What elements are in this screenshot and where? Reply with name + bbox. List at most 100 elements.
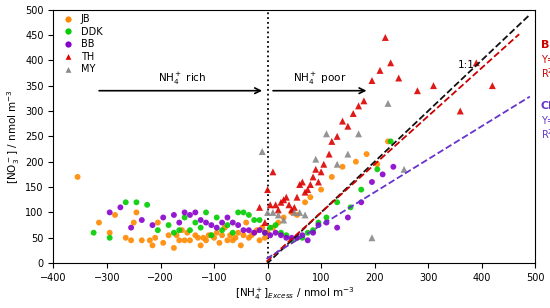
Point (279, 217, 288, 222)
Point (373, 167, 382, 172)
Text: R$^2$=0.70: R$^2$=0.70 (541, 127, 550, 141)
Point (357, 187, 366, 192)
Point (111, 213, 119, 217)
Point (145, 238, 154, 243)
Point (271, 230, 280, 235)
Point (239, 233, 248, 238)
Point (194, 235, 202, 240)
Point (175, 220, 184, 225)
Point (244, 228, 253, 233)
Point (266, 225, 274, 230)
Point (183, 230, 192, 235)
Point (250, 230, 258, 235)
Point (234, 230, 243, 235)
Point (274, 213, 283, 217)
Point (191, 210, 200, 215)
Point (293, 213, 301, 217)
Y-axis label: [NO$_3^-$] / nmol m$^{-3}$: [NO$_3^-$] / nmol m$^{-3}$ (6, 89, 23, 184)
Point (185, 228, 194, 233)
Point (324, 152, 333, 156)
Point (320, 162, 328, 167)
Text: 1:1: 1:1 (458, 60, 475, 70)
Point (207, 223, 216, 228)
Point (250, 217, 258, 222)
Point (255, 238, 264, 243)
Point (303, 187, 312, 192)
Point (207, 233, 216, 238)
Point (290, 205, 299, 210)
Point (343, 124, 352, 129)
Point (333, 200, 342, 205)
Point (277, 200, 285, 205)
Point (143, 202, 152, 207)
Point (255, 205, 264, 210)
Point (239, 210, 248, 215)
Point (223, 215, 232, 220)
Point (226, 233, 234, 238)
Point (314, 220, 323, 225)
Point (303, 230, 312, 235)
Point (386, 139, 395, 144)
Point (218, 228, 227, 233)
Point (346, 205, 355, 210)
Point (268, 210, 277, 215)
Point (279, 197, 288, 202)
Point (282, 235, 291, 240)
Point (151, 235, 160, 240)
Point (362, 152, 371, 156)
Point (175, 238, 184, 243)
Point (263, 210, 272, 215)
Point (271, 223, 280, 228)
Point (266, 233, 274, 238)
Point (191, 233, 200, 238)
Point (488, 83, 497, 88)
Point (303, 238, 312, 243)
Point (132, 200, 141, 205)
Point (138, 238, 146, 243)
Point (261, 235, 270, 240)
Point (159, 215, 168, 220)
Point (322, 215, 331, 220)
Point (138, 217, 146, 222)
Point (191, 220, 200, 225)
Point (343, 152, 352, 156)
Point (413, 88, 422, 93)
Point (228, 230, 237, 235)
Point (456, 108, 465, 113)
Point (172, 233, 181, 238)
Point (266, 202, 274, 207)
Point (221, 225, 229, 230)
Point (202, 210, 211, 215)
Point (261, 230, 270, 235)
Point (122, 200, 130, 205)
Point (212, 225, 221, 230)
Point (242, 220, 251, 225)
Text: Chongqing: Chongqing (541, 101, 550, 111)
Point (282, 233, 291, 238)
Point (333, 162, 342, 167)
Point (185, 238, 194, 243)
Point (376, 68, 384, 73)
Point (282, 195, 291, 200)
Point (122, 235, 130, 240)
Point (169, 245, 178, 250)
Point (210, 235, 218, 240)
Point (175, 228, 184, 233)
Point (247, 233, 256, 238)
Point (309, 230, 317, 235)
Text: Beijing: Beijing (541, 40, 550, 50)
Point (298, 180, 307, 184)
Point (394, 75, 403, 80)
Point (274, 207, 283, 212)
Point (373, 162, 382, 167)
Point (132, 210, 141, 215)
Point (223, 238, 232, 243)
Point (298, 235, 307, 240)
Point (354, 103, 363, 108)
Point (367, 235, 376, 240)
Point (228, 238, 237, 243)
Point (116, 205, 125, 210)
Point (293, 235, 301, 240)
Point (287, 235, 296, 240)
Point (164, 223, 173, 228)
